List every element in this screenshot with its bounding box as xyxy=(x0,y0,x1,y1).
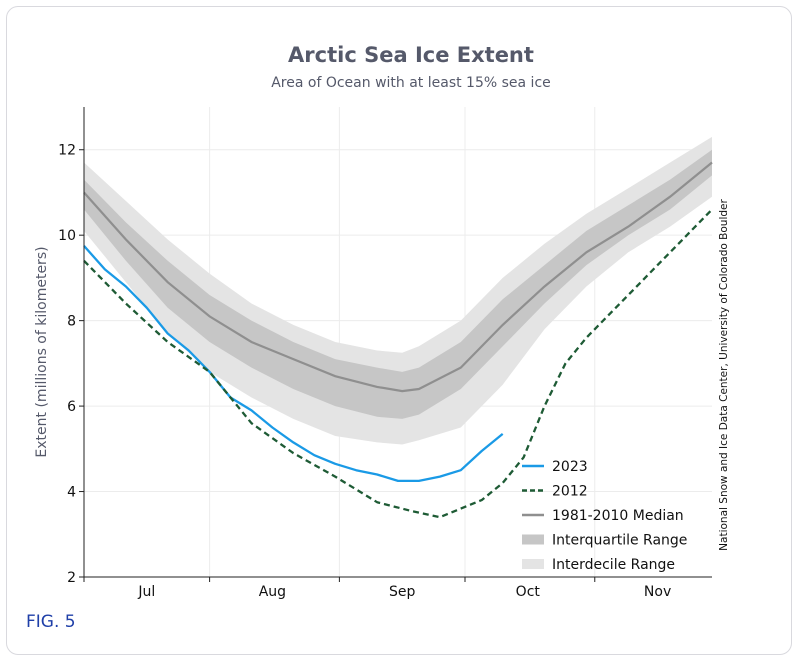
legend-label-2023: 2023 xyxy=(552,459,588,475)
legend-item-2012: 2012 xyxy=(522,484,588,500)
y-tick-label-2: 2 xyxy=(67,570,76,586)
legend-item-interdecile-range: Interdecile Range xyxy=(522,557,675,573)
plot-area: 2 4 6 8 10 12 Jul Aug Sep Oct Nov 2023 2012 1981-2010… xyxy=(58,107,713,600)
y-tick-label-10: 10 xyxy=(58,228,76,244)
y-tick-label-4: 4 xyxy=(67,485,76,501)
legend-item-interquartile-range: Interquartile Range xyxy=(522,533,687,549)
y-axis-label: Extent (millions of kilometers) xyxy=(34,246,50,457)
legend-label-interdecile-range: Interdecile Range xyxy=(552,557,675,573)
interquartile-range-band xyxy=(84,149,712,419)
chart-subtitle: Area of Ocean with at least 15% sea ice xyxy=(271,75,551,91)
legend-item-2023: 2023 xyxy=(522,459,588,475)
chart-title: Arctic Sea Ice Extent xyxy=(288,43,534,67)
x-tick-label-nov: Nov xyxy=(644,584,671,600)
legend-swatch-interdecile-range xyxy=(522,559,544,569)
x-tick-label-jul: Jul xyxy=(137,584,155,600)
series-line-2012 xyxy=(83,208,713,519)
median-line xyxy=(83,161,713,393)
legend-label-interquartile-range: Interquartile Range xyxy=(552,533,687,549)
legend-item-1981-2010-median: 1981-2010 Median xyxy=(522,508,684,524)
legend-swatch-interquartile-range xyxy=(522,534,544,545)
y-tick-label-6: 6 xyxy=(67,399,76,415)
legend-label-2012: 2012 xyxy=(552,484,588,500)
series-line-2023 xyxy=(83,245,504,483)
y-tick-label-12: 12 xyxy=(58,143,76,159)
x-tick-label-sep: Sep xyxy=(389,584,416,600)
credit-text: National Snow and Ice Data Center, Unive… xyxy=(718,199,730,551)
x-tick-label-aug: Aug xyxy=(259,584,286,600)
interdecile-range-band xyxy=(84,136,712,445)
figure-label: FIG. 5 xyxy=(26,612,76,632)
y-tick-label-8: 8 xyxy=(67,314,76,330)
x-tick-label-oct: Oct xyxy=(516,584,541,600)
legend-label-1981-2010-median: 1981-2010 Median xyxy=(552,508,684,524)
figure-card xyxy=(6,6,792,655)
